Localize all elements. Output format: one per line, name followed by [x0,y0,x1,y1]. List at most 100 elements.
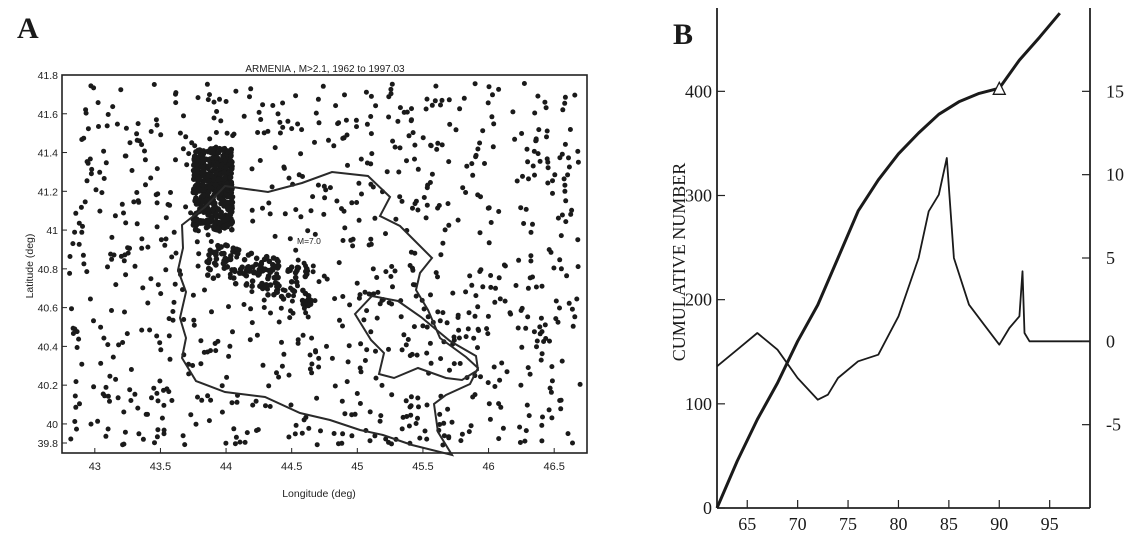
epicenter-point [569,306,575,312]
cluster-point [193,182,200,188]
epicenter-point [123,125,129,131]
epicenter-point [409,106,414,112]
epicenter-point [229,400,235,406]
x-tick-label: 44.5 [281,461,302,473]
epicenter-point [194,239,200,245]
epicenter-point [148,175,154,181]
epicenter-point [226,353,232,359]
epicenter-point [190,292,196,298]
epicenter-point [207,136,213,142]
epicenter-point [450,290,456,296]
epicenter-point [116,342,122,348]
epicenter-point [260,102,266,108]
epicenter-point [233,88,239,94]
epicenter-point [438,252,444,258]
epicenter-point [322,195,328,201]
epicenter-point [475,192,481,198]
left-y-tick-label: 0 [703,498,712,518]
epicenter-point [88,171,94,177]
epicenter-point [298,151,304,157]
epicenter-point [103,160,109,166]
epicenter-point [142,148,147,154]
cluster-point [205,218,212,225]
epicenter-point [249,207,255,213]
epicenter-point [151,385,157,391]
epicenter-point [308,208,314,214]
epicenter-point [307,352,313,358]
epicenter-point [206,418,212,424]
epicenter-point [463,289,469,295]
epicenter-point [545,159,551,165]
epicenter-point [181,113,186,119]
epicenter-point [154,333,160,339]
epicenter-point [407,263,413,268]
epicenter-point [213,130,219,135]
epicenter-point [492,299,498,305]
x-tick-label: 90 [990,514,1008,534]
epicenter-point [572,314,578,320]
epicenter-point [487,416,493,422]
epicenter-point [485,313,491,319]
epicenter-point [389,81,395,87]
epicenter-point [205,393,211,399]
epicenter-point [270,103,276,108]
epicenter-point [516,257,522,263]
epicenter-point [267,211,273,217]
epicenter-point [424,324,430,330]
epicenter-point [313,348,318,354]
epicenter-point [543,336,549,341]
epicenter-point [457,361,463,366]
epicenter-point [249,166,255,172]
cluster-point [193,216,199,223]
epicenter-point [289,126,295,132]
epicenter-point [181,317,187,322]
epicenter-point [250,402,256,408]
x-tick-label: 75 [839,514,857,534]
rupture-point [235,250,241,257]
epicenter-point [469,161,475,167]
epicenter-point [512,136,518,142]
epicenter-point [457,106,463,112]
epicenter-point [152,440,157,446]
epicenter-point [110,104,116,110]
epicenter-point [544,128,550,134]
epicenter-point [121,210,126,216]
epicenter-point [350,243,356,249]
epicenter-point [488,220,494,225]
epicenter-point [438,102,443,108]
panel-b-right-y-axis: -5 0 5 10 15 [1082,81,1124,435]
cluster-point [201,218,207,225]
epicenter-point [539,422,545,428]
epicenter-point [445,201,451,207]
epicenter-point [489,114,495,120]
right-y-tick-label: 15 [1106,81,1124,101]
left-y-tick-label: 200 [685,290,712,310]
epicenter-point [333,103,339,109]
cluster-point [218,162,224,169]
rupture-point [266,258,273,265]
epicenter-point [256,109,262,115]
y-tick-label: 41.8 [38,70,59,82]
epicenter-point [453,127,459,133]
epicenter-point [464,163,470,169]
rupture-point [302,273,309,280]
epicenter-point [513,283,519,288]
epicenter-point [192,143,198,149]
epicenter-point [193,421,199,427]
epicenter-point [83,107,89,113]
panel-a-y-label: Latitude (deg) [24,234,36,299]
epicenter-point [301,417,307,423]
epicenter-point [105,264,110,270]
epicenter-point [183,204,189,210]
epicenter-point [154,122,160,128]
epicenter-point [539,438,545,444]
epicenter-point [456,327,462,333]
epicenter-point [128,367,134,372]
rupture-point [258,261,265,267]
epicenter-point [546,407,552,413]
epicenter-point [163,236,169,242]
rupture-point [216,245,222,252]
epicenter-point [139,142,145,148]
epicenter-point [303,310,309,316]
epicenter-point [475,146,481,152]
